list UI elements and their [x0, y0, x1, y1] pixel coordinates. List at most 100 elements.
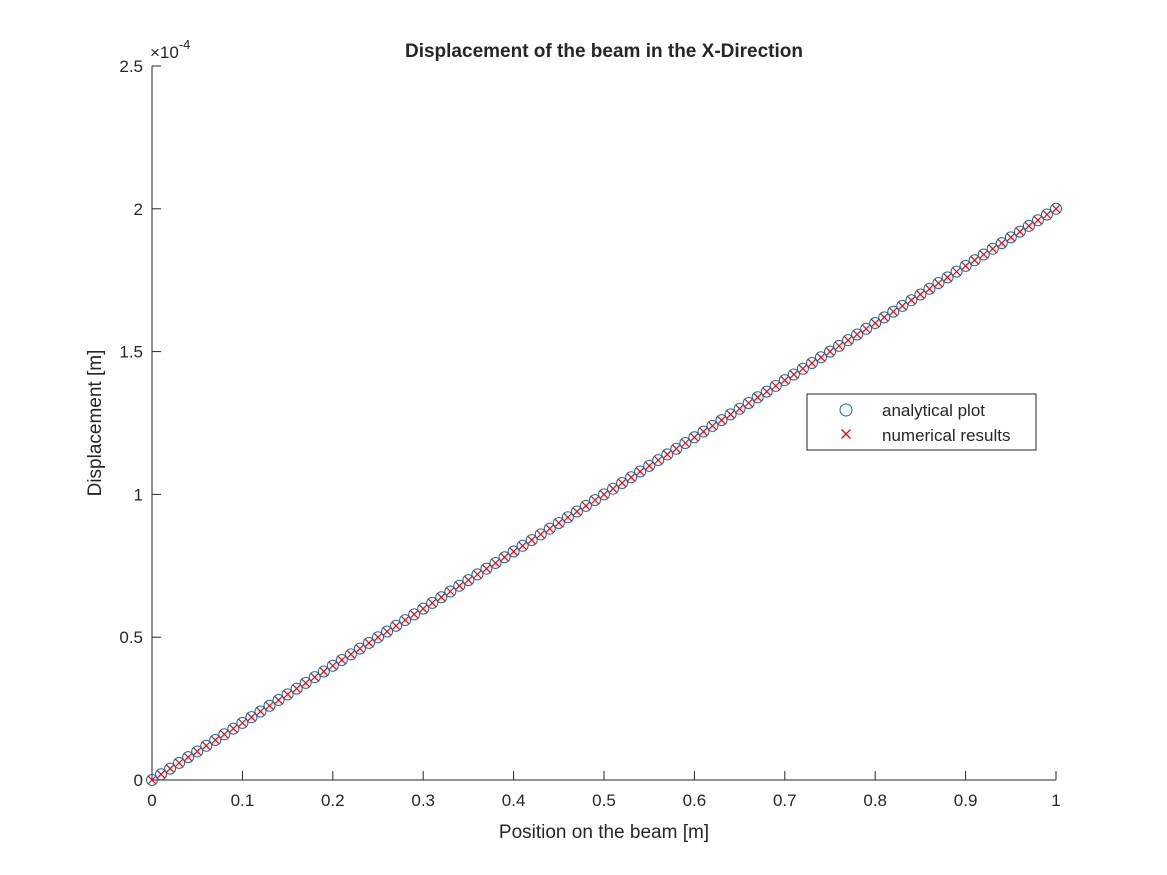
analytical-point: [335, 654, 348, 667]
numerical-point: [689, 432, 699, 442]
numerical-point: [536, 529, 546, 539]
numerical-point: [762, 387, 772, 397]
numerical-point: [256, 707, 265, 716]
analytical-point: [344, 648, 357, 661]
y-tick-label: 2: [134, 200, 143, 219]
analytical-point: [227, 722, 240, 735]
numerical-point: [753, 392, 763, 402]
chart-title: Displacement of the beam in the X-Direct…: [405, 41, 803, 62]
analytical-point: [480, 562, 493, 575]
numerical-point: [1024, 221, 1034, 231]
numerical-point: [979, 250, 989, 259]
numerical-point: [925, 284, 934, 294]
analytical-point: [362, 636, 375, 649]
analytical-point: [281, 688, 294, 701]
analytical-point: [977, 248, 990, 261]
analytical-point: [263, 699, 276, 712]
numerical-point: [888, 307, 898, 317]
y-ticks: 0 0.5 1 1.5 2 2.5: [119, 57, 161, 790]
numerical-point: [726, 410, 735, 419]
analytical-point: [851, 328, 864, 341]
numerical-point: [997, 238, 1007, 248]
numerical-point: [1015, 227, 1025, 237]
analytical-point: [326, 659, 339, 672]
analytical-point: [995, 237, 1008, 250]
numerical-point: [825, 347, 835, 357]
numerical-point: [391, 621, 401, 631]
legend-label-numerical: numerical results: [882, 426, 1011, 445]
legend-box: [806, 393, 1037, 451]
analytical-point: [959, 259, 972, 272]
numerical-point: [717, 415, 726, 425]
analytical-point: [787, 368, 800, 381]
analytical-point: [579, 499, 592, 512]
numerical-point: [500, 552, 509, 562]
numerical-point: [897, 301, 907, 311]
analytical-point: [218, 728, 231, 741]
analytical-point: [353, 642, 366, 655]
analytical-point: [543, 522, 556, 535]
analytical-point: [860, 322, 873, 335]
legend-x-marker: [841, 429, 851, 439]
analytical-point: [796, 362, 809, 375]
numerical-point: [355, 644, 365, 654]
numerical-point: [943, 272, 952, 282]
numerical-point: [852, 330, 862, 339]
analytical-point: [833, 339, 846, 352]
y-exponent-label: ×10-4: [150, 37, 190, 62]
analytical-point: [498, 551, 511, 564]
x-ticks: 0 0.1 0.2 0.3 0.4 0.5 0.6 0.7 0.8 0.9 1: [147, 771, 1061, 810]
y-tick-label: 1: [134, 485, 143, 504]
analytical-point: [706, 419, 719, 432]
analytical-point: [570, 505, 583, 518]
analytical-point: [200, 739, 213, 752]
x-tick-label: 0.7: [773, 791, 797, 810]
numerical-point: [599, 489, 609, 499]
analytical-point: [471, 568, 484, 581]
numerical-point: [409, 609, 419, 619]
numerical-point: [174, 758, 184, 768]
numerical-point: [879, 312, 889, 322]
legend-entry-analytical: analytical plot: [839, 401, 985, 420]
numerical-point: [382, 627, 392, 636]
analytical-point: [923, 282, 936, 295]
numerical-point: [210, 735, 220, 745]
series-layer: [146, 202, 1062, 786]
analytical-point: [733, 402, 746, 415]
analytical-point: [381, 625, 394, 638]
analytical-point: [607, 482, 620, 495]
x-tick-label: 0.8: [863, 791, 887, 810]
numerical-point: [156, 769, 166, 779]
analytical-point: [254, 705, 267, 718]
analytical-point: [616, 476, 629, 489]
numerical-point: [337, 655, 347, 665]
numerical-point: [771, 381, 781, 391]
numerical-point: [1042, 210, 1052, 219]
analytical-point: [688, 431, 701, 444]
analytical-point: [661, 448, 674, 461]
numerical-point: [626, 472, 636, 482]
numerical-point: [635, 467, 645, 476]
numerical-point: [843, 335, 853, 345]
analytical-point: [390, 619, 403, 632]
analytical-point: [209, 734, 222, 747]
numerical-point: [934, 278, 943, 288]
analytical-point: [588, 494, 601, 507]
legend[interactable]: analytical plot numerical results: [806, 393, 1037, 451]
numerical-point: [834, 341, 844, 351]
y-tick-label: 0: [134, 771, 143, 790]
numerical-point: [328, 661, 338, 671]
numerical-point: [780, 375, 790, 385]
analytical-point: [778, 374, 791, 387]
analytical-point: [462, 574, 475, 587]
numerical-point: [201, 741, 211, 751]
y-tick-label: 1.5: [119, 343, 143, 362]
numerical-point: [192, 747, 202, 756]
numerical-point: [292, 684, 302, 694]
numerical-point: [247, 712, 256, 722]
analytical-point: [561, 511, 574, 524]
analytical-point: [869, 317, 882, 330]
analytical-point: [1022, 219, 1035, 232]
y-axis-label: Displacement [m]: [85, 350, 106, 497]
